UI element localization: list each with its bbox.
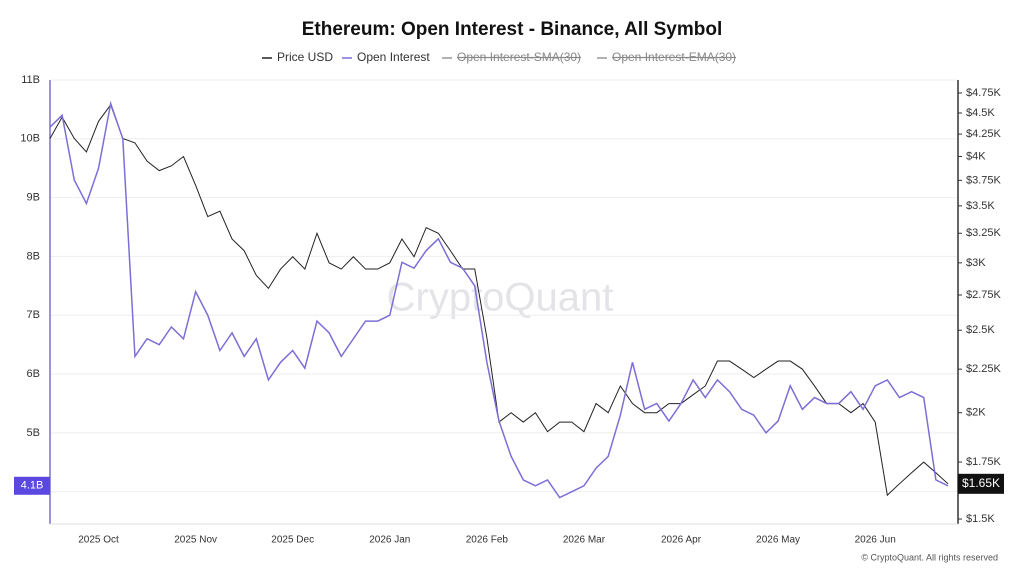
x-tick-label: 2026 Feb (466, 535, 509, 546)
current-value-label: 4.1B (21, 480, 44, 492)
y2-tick-label: $2K (966, 407, 986, 419)
legend-label[interactable]: Open Interest-SMA(30) (457, 50, 581, 64)
current-value-box (14, 476, 50, 495)
x-tick-label: 2026 May (756, 535, 800, 546)
x-tick-label: 2026 Jan (369, 535, 410, 546)
y2-tick-label: $3.75K (966, 174, 1002, 186)
current-value-box (958, 473, 1004, 494)
y-tick-label: 5B (27, 427, 40, 439)
y-tick-label: 8B (27, 250, 40, 262)
y-tick-label: 7B (27, 309, 40, 321)
legend-label[interactable]: Open Interest-EMA(30) (612, 50, 736, 64)
y2-tick-label: $2.75K (966, 289, 1002, 301)
x-tick-label: 2025 Oct (78, 535, 119, 546)
y2-tick-label: $2.5K (966, 324, 995, 336)
y2-tick-label: $4.25K (966, 128, 1002, 140)
x-tick-label: 2025 Nov (174, 535, 217, 546)
legend-label[interactable]: Price USD (277, 50, 333, 64)
x-tick-label: 2026 Jun (855, 535, 896, 546)
y2-tick-label: $3.5K (966, 200, 995, 212)
watermark: CryptoQuant (387, 276, 614, 320)
y2-tick-label: $3.25K (966, 227, 1002, 239)
y-tick-label: 10B (20, 133, 40, 145)
y-tick-label: 6B (27, 368, 40, 380)
y2-tick-label: $4.75K (966, 87, 1002, 99)
legend-label[interactable]: Open Interest (357, 50, 430, 64)
y2-tick-label: $2.25K (966, 363, 1002, 375)
y2-tick-label: $4K (966, 150, 986, 162)
series-line (49, 100, 949, 499)
y2-tick-label: $4.5K (966, 107, 995, 119)
footer: © CryptoQuant. All rights reserved (861, 552, 998, 562)
chart-title: Ethereum: Open Interest - Binance, All S… (302, 19, 723, 40)
y2-tick-label: $1.5K (966, 513, 995, 525)
y-tick-label: 11B (21, 74, 40, 86)
x-tick-label: 2026 Apr (661, 535, 702, 546)
y-tick-label: 9B (27, 192, 40, 204)
x-tick-label: 2025 Dec (271, 535, 314, 546)
y2-tick-label: $1.75K (966, 456, 1002, 468)
x-tick-label: 2026 Mar (563, 535, 606, 546)
current-value-label: $1.65K (962, 476, 1000, 490)
y2-tick-label: $3K (966, 257, 986, 269)
